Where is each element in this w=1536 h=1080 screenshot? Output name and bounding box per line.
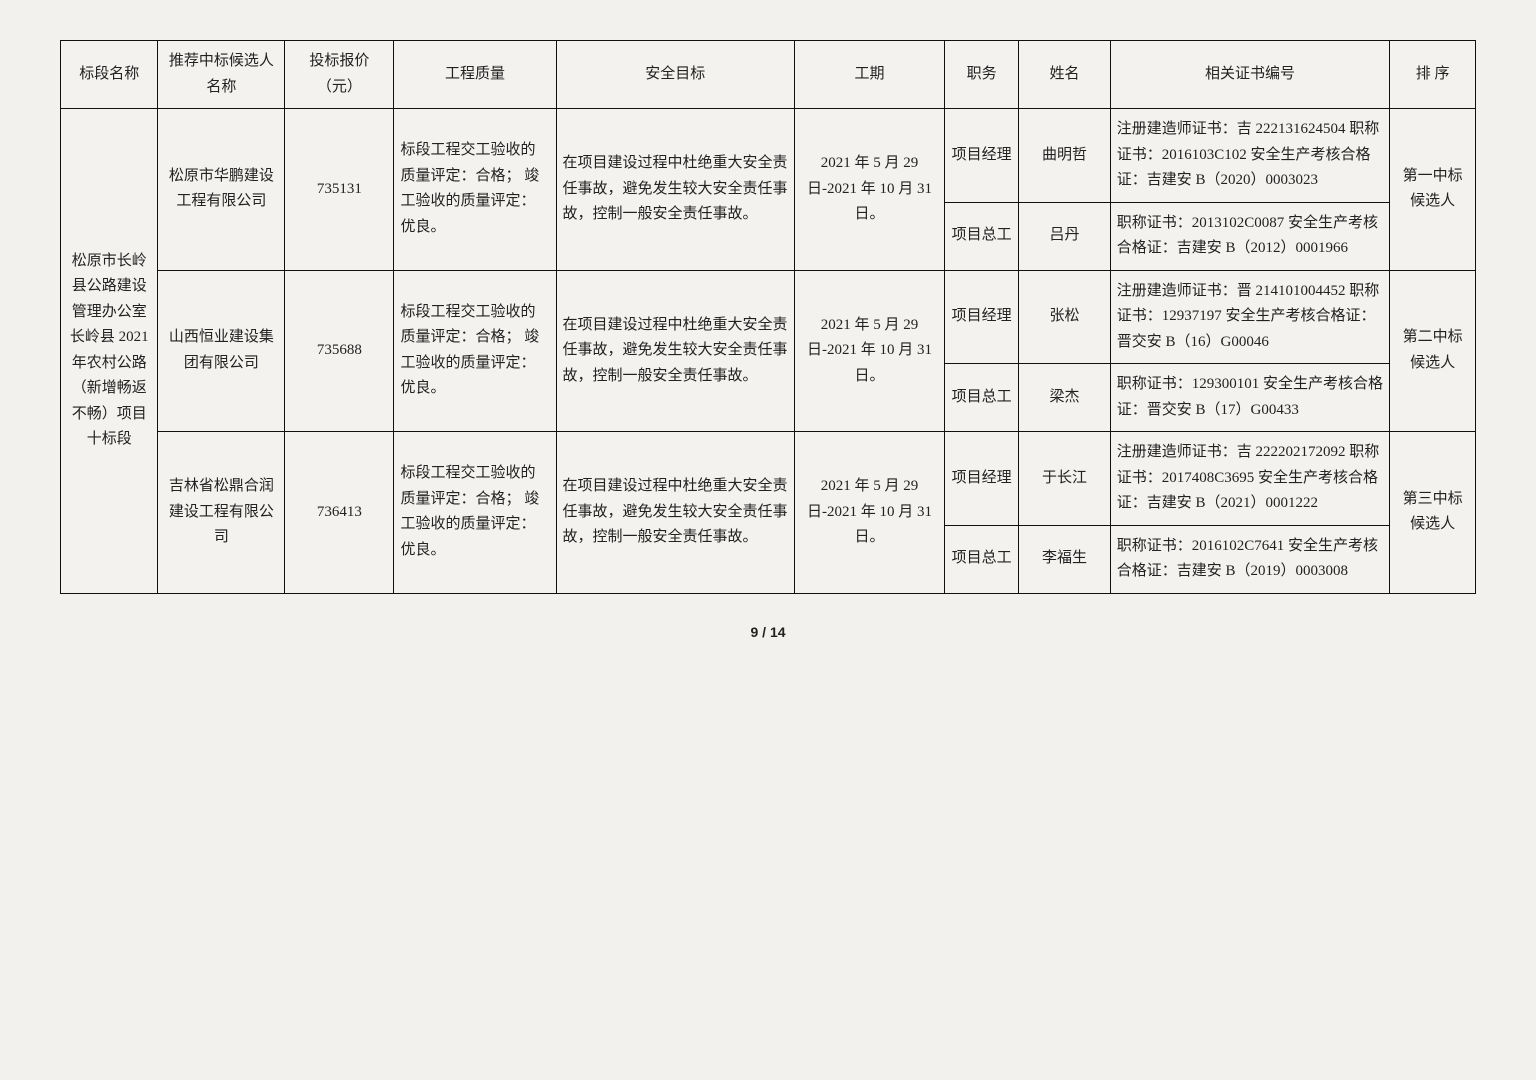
name-cell: 于长江 bbox=[1019, 432, 1111, 526]
safety-cell: 在项目建设过程中杜绝重大安全责任事故，避免发生较大安全责任事故，控制一般安全责任… bbox=[556, 270, 794, 432]
candidate-cell: 松原市华鹏建设工程有限公司 bbox=[158, 109, 285, 271]
quality-cell: 标段工程交工验收的质量评定：合格； 竣工验收的质量评定：优良。 bbox=[394, 109, 556, 271]
rank-cell: 第二中标候选人 bbox=[1390, 270, 1476, 432]
table-row: 山西恒业建设集团有限公司 735688 标段工程交工验收的质量评定：合格； 竣工… bbox=[61, 270, 1476, 364]
safety-cell: 在项目建设过程中杜绝重大安全责任事故，避免发生较大安全责任事故，控制一般安全责任… bbox=[556, 432, 794, 594]
th-period: 工期 bbox=[794, 41, 944, 109]
safety-cell: 在项目建设过程中杜绝重大安全责任事故，避免发生较大安全责任事故，控制一般安全责任… bbox=[556, 109, 794, 271]
role-cell: 项目总工 bbox=[945, 202, 1019, 270]
period-cell: 2021 年 5 月 29 日-2021 年 10 月 31 日。 bbox=[794, 109, 944, 271]
name-cell: 梁杰 bbox=[1019, 364, 1111, 432]
cert-cell: 注册建造师证书：晋 214101004452 职称证书：12937197 安全生… bbox=[1110, 270, 1389, 364]
rank-cell: 第三中标候选人 bbox=[1390, 432, 1476, 594]
th-price: 投标报价（元） bbox=[285, 41, 394, 109]
role-cell: 项目经理 bbox=[945, 270, 1019, 364]
header-row: 标段名称 推荐中标候选人名称 投标报价（元） 工程质量 安全目标 工期 职务 姓… bbox=[61, 41, 1476, 109]
th-rank: 排 序 bbox=[1390, 41, 1476, 109]
page-number: 9 / 14 bbox=[60, 624, 1476, 640]
candidate-cell: 吉林省松鼎合润建设工程有限公司 bbox=[158, 432, 285, 594]
th-safety: 安全目标 bbox=[556, 41, 794, 109]
cert-cell: 职称证书：2016102C7641 安全生产考核合格证：吉建安 B（2019）0… bbox=[1110, 525, 1389, 593]
name-cell: 曲明哲 bbox=[1019, 109, 1111, 203]
quality-cell: 标段工程交工验收的质量评定：合格； 竣工验收的质量评定：优良。 bbox=[394, 432, 556, 594]
role-cell: 项目总工 bbox=[945, 525, 1019, 593]
cert-cell: 职称证书：2013102C0087 安全生产考核合格证：吉建安 B（2012）0… bbox=[1110, 202, 1389, 270]
cert-cell: 注册建造师证书：吉 222131624504 职称证书：2016103C102 … bbox=[1110, 109, 1389, 203]
period-cell: 2021 年 5 月 29 日-2021 年 10 月 31 日。 bbox=[794, 270, 944, 432]
cert-cell: 职称证书：129300101 安全生产考核合格证：晋交安 B（17）G00433 bbox=[1110, 364, 1389, 432]
name-cell: 张松 bbox=[1019, 270, 1111, 364]
th-section: 标段名称 bbox=[61, 41, 158, 109]
th-quality: 工程质量 bbox=[394, 41, 556, 109]
quality-cell: 标段工程交工验收的质量评定：合格； 竣工验收的质量评定：优良。 bbox=[394, 270, 556, 432]
cert-cell: 注册建造师证书：吉 222202172092 职称证书：2017408C3695… bbox=[1110, 432, 1389, 526]
th-name: 姓名 bbox=[1019, 41, 1111, 109]
th-candidate: 推荐中标候选人名称 bbox=[158, 41, 285, 109]
price-cell: 735131 bbox=[285, 109, 394, 271]
price-cell: 736413 bbox=[285, 432, 394, 594]
role-cell: 项目经理 bbox=[945, 109, 1019, 203]
role-cell: 项目经理 bbox=[945, 432, 1019, 526]
name-cell: 李福生 bbox=[1019, 525, 1111, 593]
period-cell: 2021 年 5 月 29 日-2021 年 10 月 31 日。 bbox=[794, 432, 944, 594]
rank-cell: 第一中标候选人 bbox=[1390, 109, 1476, 271]
table-row: 吉林省松鼎合润建设工程有限公司 736413 标段工程交工验收的质量评定：合格；… bbox=[61, 432, 1476, 526]
bid-table: 标段名称 推荐中标候选人名称 投标报价（元） 工程质量 安全目标 工期 职务 姓… bbox=[60, 40, 1476, 594]
candidate-cell: 山西恒业建设集团有限公司 bbox=[158, 270, 285, 432]
table-body: 松原市长岭县公路建设管理办公室长岭县 2021 年农村公路（新增畅返不畅）项目十… bbox=[61, 109, 1476, 594]
price-cell: 735688 bbox=[285, 270, 394, 432]
name-cell: 吕丹 bbox=[1019, 202, 1111, 270]
th-role: 职务 bbox=[945, 41, 1019, 109]
section-cell: 松原市长岭县公路建设管理办公室长岭县 2021 年农村公路（新增畅返不畅）项目十… bbox=[61, 109, 158, 594]
table-row: 松原市长岭县公路建设管理办公室长岭县 2021 年农村公路（新增畅返不畅）项目十… bbox=[61, 109, 1476, 203]
role-cell: 项目总工 bbox=[945, 364, 1019, 432]
th-cert: 相关证书编号 bbox=[1110, 41, 1389, 109]
